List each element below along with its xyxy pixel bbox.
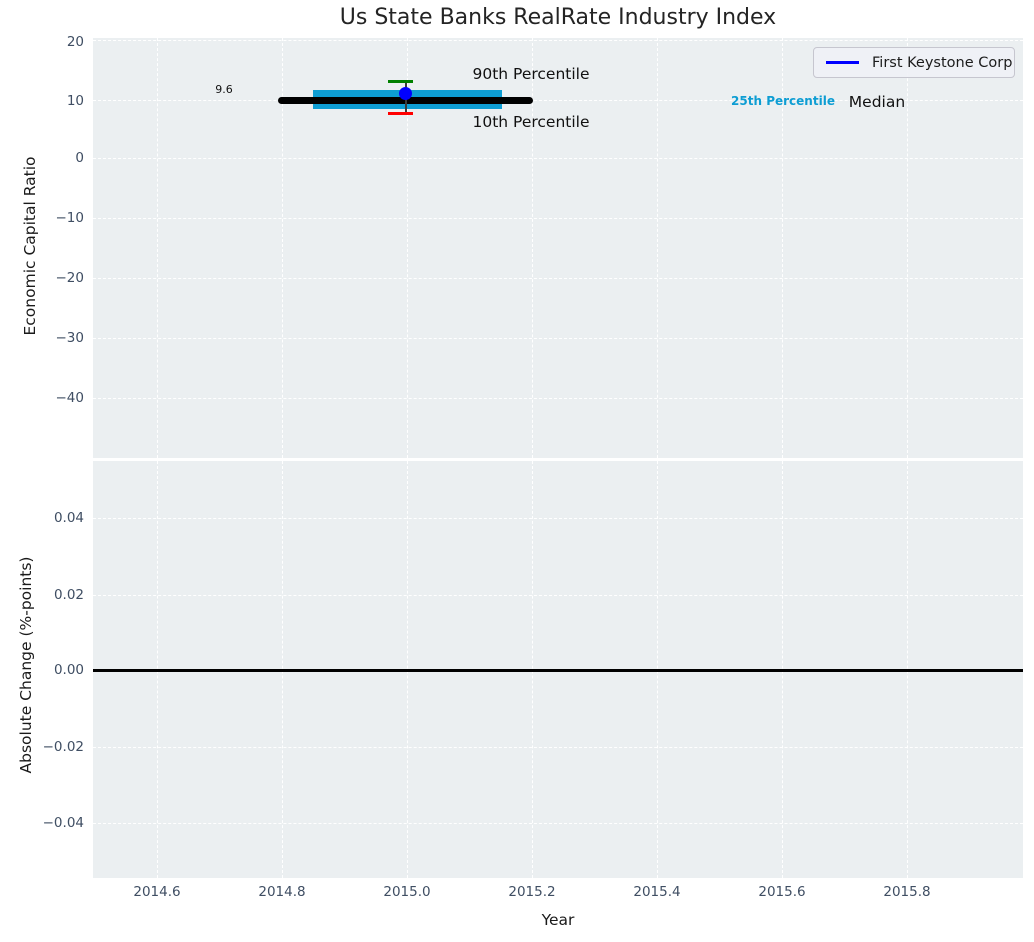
ytick-label: −0.04 (42, 815, 84, 831)
gridline (907, 38, 908, 458)
gridline (93, 278, 1023, 279)
xtick-label: 2015.2 (508, 884, 556, 900)
gridline (782, 38, 783, 458)
gridline (93, 747, 1023, 748)
gridline (93, 158, 1023, 159)
errorbar-90th-cap (388, 80, 413, 83)
ytick-label: 0.04 (53, 510, 84, 526)
gridline (657, 38, 658, 458)
legend: First Keystone Corp (813, 47, 1015, 78)
gridline (282, 38, 283, 458)
zero-reference-line (93, 669, 1023, 672)
xtick-label: 2015.4 (633, 884, 681, 900)
gridline (93, 100, 1023, 101)
gridline (93, 40, 1023, 41)
ytick-label: −30 (55, 330, 85, 346)
p25-annotation: 25th Percentile (731, 94, 835, 108)
bottom-y-axis-label: Absolute Change (%-points) (17, 556, 35, 774)
p10-annotation: 10th Percentile (472, 113, 590, 131)
gridline (93, 518, 1023, 519)
gridline (157, 38, 158, 458)
gridline (93, 823, 1023, 824)
ytick-label: −10 (55, 210, 85, 226)
ytick-label: 0 (75, 150, 84, 166)
p90-annotation: 90th Percentile (472, 65, 590, 83)
xtick-label: 2014.8 (258, 884, 306, 900)
gridline (93, 218, 1023, 219)
top-plot-area: 9.6 90th Percentile 10th Percentile 25th… (93, 38, 1023, 458)
gridline (93, 338, 1023, 339)
ytick-label: −40 (55, 390, 85, 406)
ytick-label: −20 (55, 270, 85, 286)
legend-line-sample (826, 61, 859, 64)
xtick-label: 2015.0 (383, 884, 431, 900)
legend-label: First Keystone Corp (872, 54, 1013, 71)
median-annotation: Median (848, 93, 906, 111)
xtick-label: 2015.8 (883, 884, 931, 900)
xtick-label: 2015.6 (758, 884, 806, 900)
errorbar-10th-cap (388, 112, 413, 115)
gridline (93, 398, 1023, 399)
gridline (532, 38, 533, 458)
x-axis-label: Year (541, 911, 575, 929)
ytick-label: 20 (66, 34, 84, 50)
gridline (407, 38, 408, 458)
ytick-label: 0.02 (53, 587, 84, 603)
xtick-label: 2014.6 (133, 884, 181, 900)
ytick-label: 0.00 (53, 662, 84, 678)
median-value-annotation: 9.6 (215, 83, 233, 96)
top-y-axis-label: Economic Capital Ratio (21, 156, 39, 336)
chart-title: Us State Banks RealRate Industry Index (339, 5, 777, 30)
gridline (93, 595, 1023, 596)
ytick-label: 10 (66, 93, 84, 109)
ytick-label: −0.02 (42, 739, 84, 755)
company-data-point (399, 87, 412, 100)
bottom-plot-area (93, 461, 1023, 878)
